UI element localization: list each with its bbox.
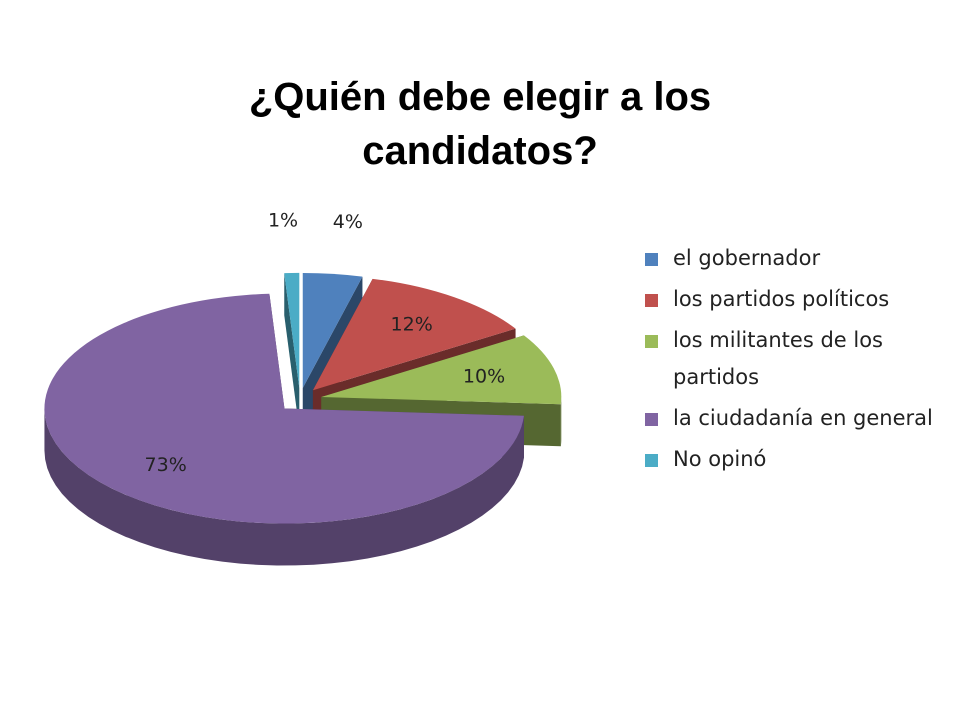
legend-swatch — [645, 413, 658, 426]
legend-swatch — [645, 454, 658, 467]
legend-swatch — [645, 294, 658, 307]
data-label: 10% — [463, 365, 505, 387]
legend-item: No opinó — [645, 441, 945, 478]
legend-item: la ciudadanía en general — [645, 400, 945, 437]
data-label: 73% — [145, 454, 187, 476]
pie-slice — [302, 272, 363, 388]
pie-slice — [284, 272, 300, 388]
legend-label: No opinó — [673, 447, 767, 471]
data-label: 4% — [333, 211, 363, 233]
legend-swatch — [645, 253, 658, 266]
legend-label: la ciudadanía en general — [673, 406, 933, 430]
legend-label: los militantes de los partidos — [673, 328, 883, 389]
slice-rim — [44, 408, 524, 566]
legend-label: el gobernador — [673, 246, 821, 270]
chart-title: ¿Quién debe elegir a los candidatos? — [248, 75, 712, 173]
legend-label: los partidos políticos — [673, 287, 890, 311]
legend-item: los militantes de los partidos — [645, 322, 945, 396]
data-label: 1% — [268, 210, 298, 232]
legend-item: el gobernador — [645, 240, 945, 277]
pie-slice — [312, 278, 516, 391]
legend-item: los partidos políticos — [645, 281, 945, 318]
pie-slice — [44, 293, 524, 524]
slice-wall — [284, 273, 300, 430]
data-label: 12% — [391, 314, 433, 336]
legend-swatch — [645, 335, 658, 348]
pie-slice — [321, 335, 562, 405]
legend: el gobernador los partidos políticos los m… — [645, 240, 945, 482]
